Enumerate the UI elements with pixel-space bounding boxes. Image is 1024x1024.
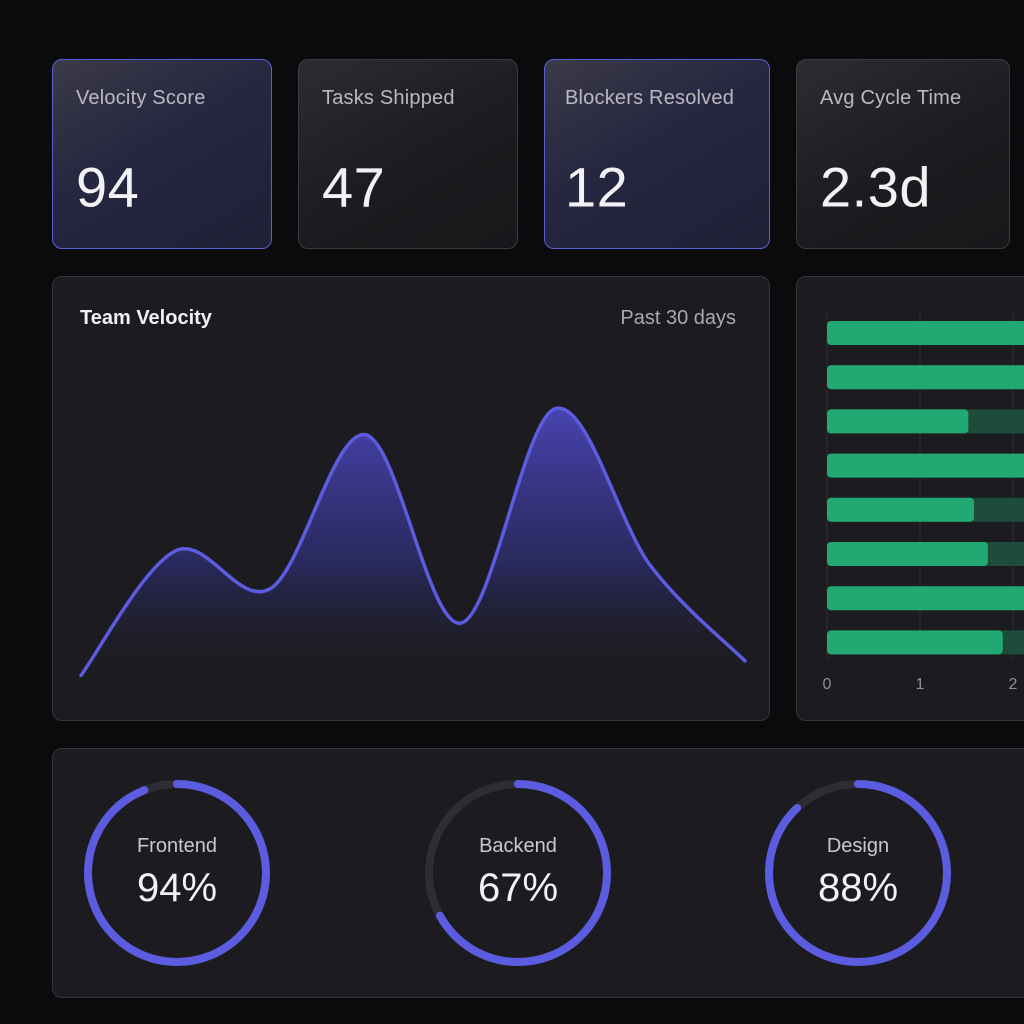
velocity-area-chart — [79, 406, 747, 687]
kpi-card-tasks-shipped[interactable]: Tasks Shipped 47 — [298, 59, 518, 249]
team-velocity-panel: Team Velocity Past 30 days — [52, 276, 770, 721]
velocity-area-fill — [81, 408, 745, 687]
bar[interactable] — [827, 453, 1024, 478]
donut-label: Frontend — [136, 835, 218, 857]
x-tick-label: 2 — [1008, 676, 1018, 693]
bar-chart-panel: 0 1 2 — [796, 276, 1024, 721]
x-tick-label: 0 — [822, 676, 832, 693]
donut-progress — [765, 780, 951, 966]
kpi-label: Avg Cycle Time — [820, 87, 962, 109]
donut-progress — [425, 780, 611, 966]
kpi-label: Tasks Shipped — [322, 87, 455, 109]
date-range-label[interactable]: Past 30 days — [620, 307, 736, 329]
kpi-value: 12 — [565, 155, 629, 219]
bar[interactable] — [827, 409, 969, 434]
bar[interactable] — [827, 586, 1024, 611]
kpi-card-velocity-score[interactable]: Velocity Score 94 — [52, 59, 272, 249]
donut-value: 94% — [136, 866, 218, 910]
panel-title: Team Velocity — [80, 307, 212, 329]
kpi-value: 94 — [76, 155, 140, 219]
bar[interactable] — [827, 321, 1024, 345]
kpi-card-blockers-resolved[interactable]: Blockers Resolved 12 — [544, 59, 770, 249]
x-tick-label: 1 — [915, 676, 925, 693]
team-completion-panel: Frontend 94% Backend 67% Design 88% — [52, 748, 1024, 998]
bar[interactable] — [827, 497, 974, 522]
donut-value: 88% — [817, 866, 899, 910]
donut-progress — [84, 780, 270, 966]
kpi-label: Blockers Resolved — [565, 87, 735, 109]
donut-backend[interactable]: Backend 67% — [423, 778, 613, 968]
kpi-card-avg-cycle-time[interactable]: Avg Cycle Time 2.3d — [796, 59, 1010, 249]
bar[interactable] — [827, 542, 988, 566]
donut-ring — [84, 780, 270, 966]
donut-ring — [765, 780, 951, 966]
velocity-line — [79, 406, 747, 678]
horizontal-bar-chart — [826, 313, 1024, 659]
donut-frontend[interactable]: Frontend 94% — [82, 778, 272, 968]
bar[interactable] — [827, 630, 1003, 655]
donut-ring — [425, 780, 611, 966]
kpi-value: 2.3d — [820, 155, 931, 219]
donut-label: Design — [826, 835, 890, 857]
donut-design[interactable]: Design 88% — [763, 778, 953, 968]
kpi-value: 47 — [322, 155, 386, 219]
bar[interactable] — [827, 365, 1024, 390]
kpi-label: Velocity Score — [76, 87, 206, 109]
donut-value: 67% — [477, 866, 559, 910]
donut-label: Backend — [479, 835, 557, 857]
